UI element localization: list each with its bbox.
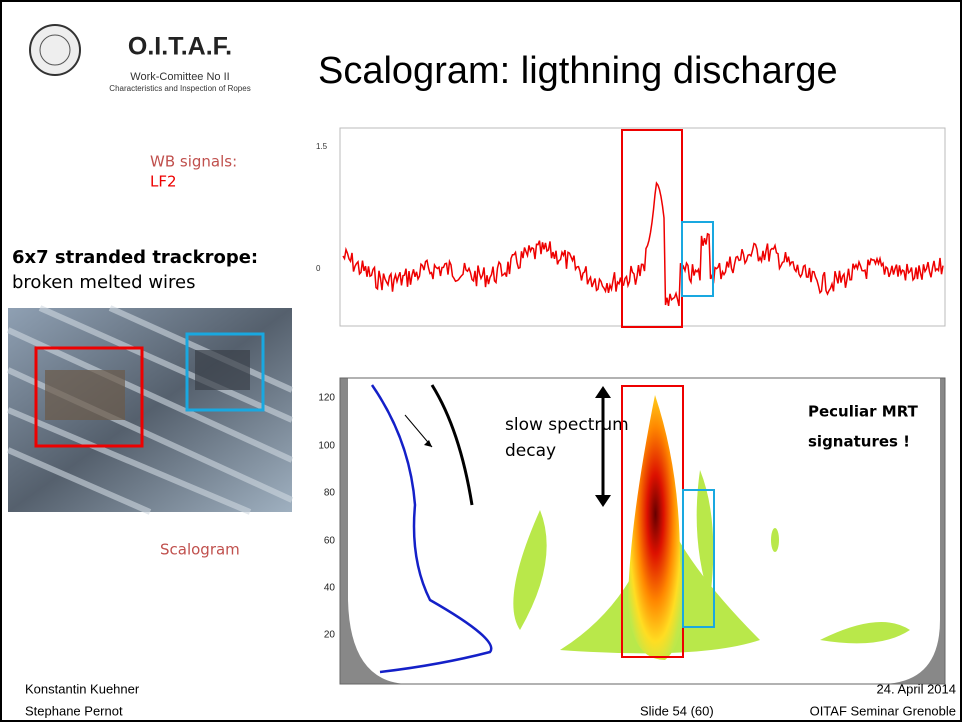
logo-title: O.I.T.A.F. <box>128 33 232 61</box>
label: Scalogram <box>160 541 240 559</box>
footer-text: 24. April 2014 <box>876 681 956 696</box>
label: 6x7 stranded trackrope: <box>12 247 258 268</box>
rope-photo <box>6 305 294 515</box>
y-tick-label: 0 <box>316 264 321 273</box>
annotation: Peculiar MRT <box>808 403 919 421</box>
footer-text: OITAF Seminar Grenoble <box>810 703 956 718</box>
y-tick-label: 120 <box>318 393 335 404</box>
y-tick-label: 60 <box>324 536 336 547</box>
y-tick-label: 20 <box>324 630 336 641</box>
footer-text: Konstantin Kuehner <box>25 681 140 696</box>
label: LF2 <box>150 173 177 191</box>
logo-emblem <box>29 24 81 76</box>
scalogram-image <box>340 378 945 684</box>
footer-text: Slide 54 (60) <box>640 703 714 718</box>
label: broken melted wires <box>12 272 196 293</box>
y-tick-label: 100 <box>318 441 335 452</box>
signal-waveform <box>342 181 944 307</box>
y-tick-label: 80 <box>324 488 336 499</box>
logo-line: Characteristics and Inspection of Ropes <box>109 84 250 93</box>
highlight-box <box>682 489 715 628</box>
y-tick-label: 1.5 <box>316 142 328 151</box>
slide-title: Scalogram: ligthning discharge <box>318 50 838 92</box>
y-tick-label: 40 <box>324 583 336 594</box>
label: WB signals: <box>150 153 237 171</box>
logo-emblem-inner <box>39 34 71 66</box>
scalogram-frame <box>339 377 946 685</box>
annotation: slow spectrum <box>505 415 629 435</box>
highlight-box <box>681 221 714 297</box>
logo-line: Work-Comittee No II <box>130 71 229 83</box>
annotation: decay <box>505 441 556 461</box>
footer-text: Stephane Pernot <box>25 703 123 718</box>
annotation: signatures ! <box>808 433 910 451</box>
signal-plot-frame <box>339 127 946 327</box>
